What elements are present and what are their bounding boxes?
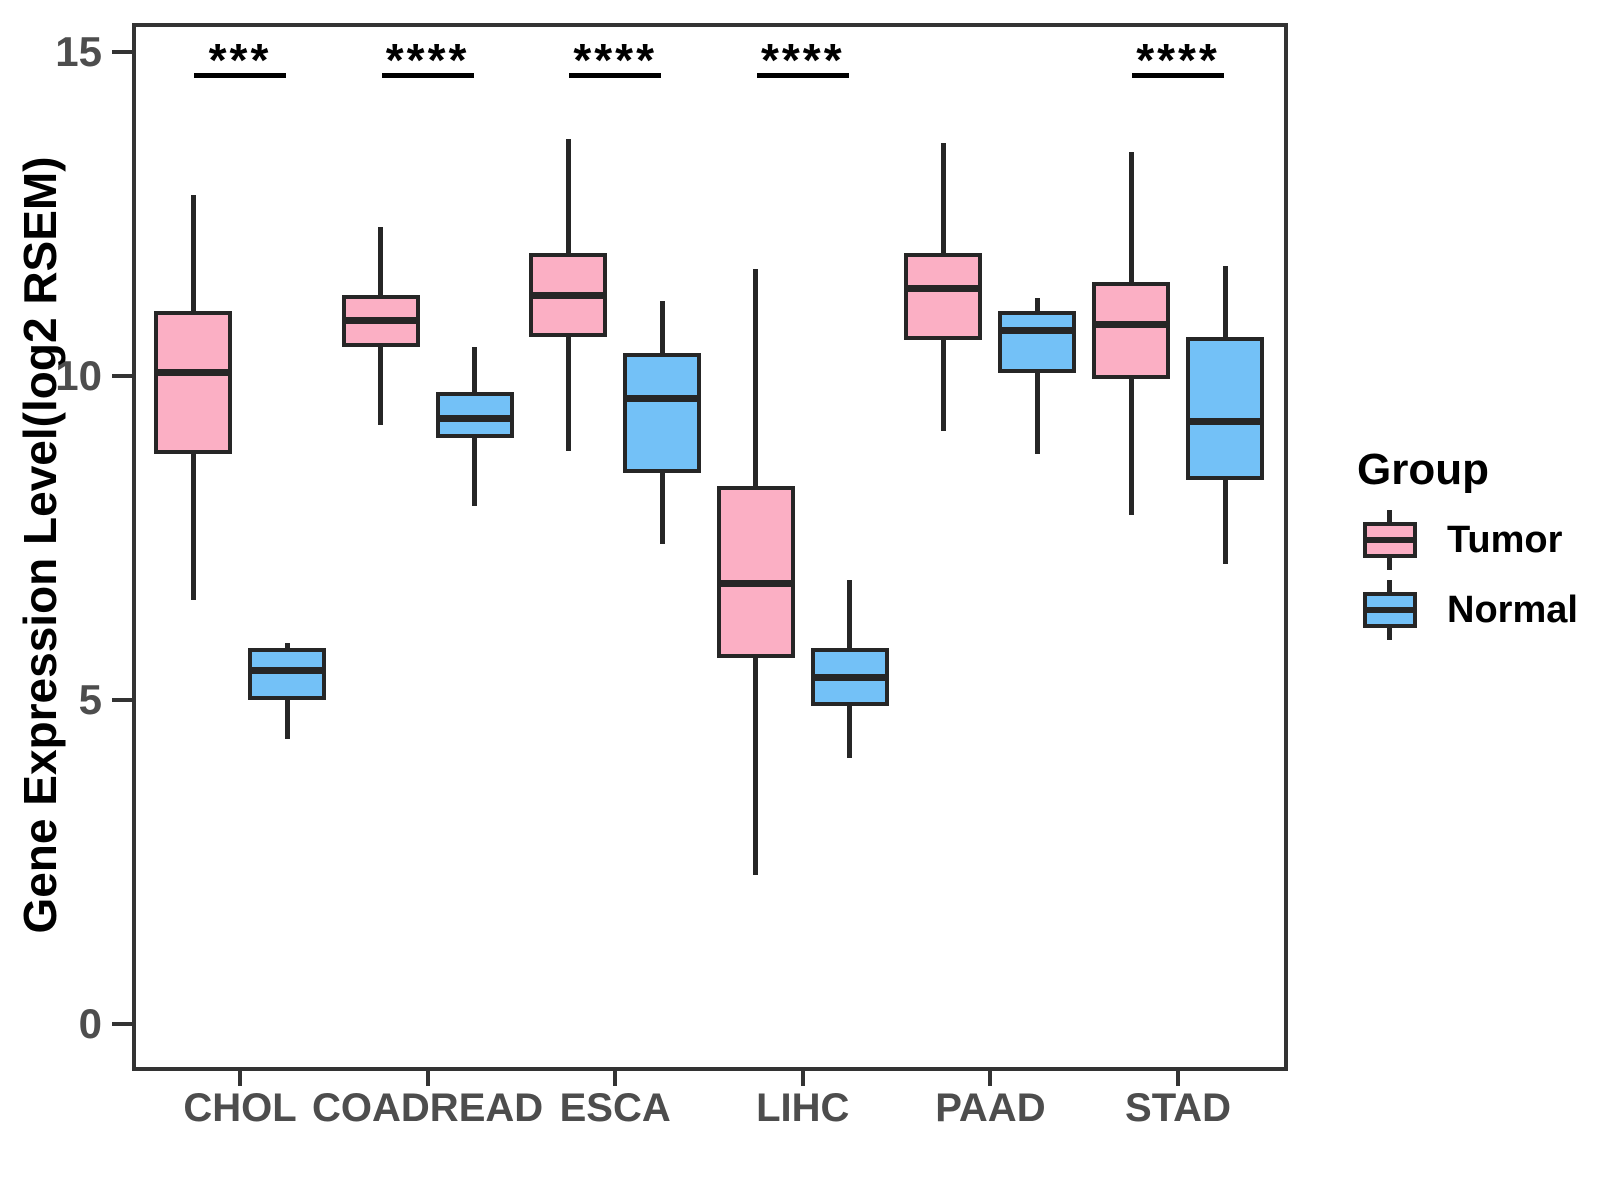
x-axis-tick-LIHC xyxy=(800,1071,805,1086)
significance-stars-STAD: **** xyxy=(1136,34,1220,86)
x-axis-label-LIHC: LIHC xyxy=(756,1086,850,1130)
median-normal-coadread xyxy=(435,414,514,422)
box-tumor-chol xyxy=(154,311,232,454)
significance-line-ESCA xyxy=(569,73,662,78)
y-axis-tick-15 xyxy=(112,50,132,54)
median-tumor-coadread xyxy=(341,317,420,325)
legend-label-normal: Normal xyxy=(1447,589,1578,631)
x-axis-label-PAAD: PAAD xyxy=(935,1086,1046,1130)
y-axis-tick-label-10: 10 xyxy=(55,352,102,399)
y-axis-tick-0 xyxy=(112,1022,132,1026)
median-tumor-stad xyxy=(1092,320,1170,328)
whisker-normal-paad xyxy=(1034,298,1040,454)
significance-line-COADREAD xyxy=(381,73,474,78)
median-tumor-lihc xyxy=(716,579,795,587)
x-axis-label-COADREAD: COADREAD xyxy=(312,1086,544,1130)
significance-line-LIHC xyxy=(756,73,849,78)
median-normal-esca xyxy=(623,395,702,403)
significance-line-STAD xyxy=(1132,73,1224,78)
median-tumor-esca xyxy=(529,291,608,299)
x-axis-tick-PAAD xyxy=(988,1071,993,1086)
median-tumor-chol xyxy=(154,369,232,377)
y-axis-tick-label-0: 0 xyxy=(78,1000,102,1047)
box-normal-stad xyxy=(1186,337,1264,480)
significance-stars-ESCA: **** xyxy=(573,34,657,86)
legend-key-median xyxy=(1363,607,1417,613)
x-axis-tick-COADREAD xyxy=(425,1071,430,1086)
significance-stars-LIHC: **** xyxy=(760,34,845,86)
legend-title: Group xyxy=(1357,445,1489,494)
median-normal-chol xyxy=(248,667,326,675)
y-axis-tick-5 xyxy=(112,698,132,702)
x-axis-tick-CHOL xyxy=(238,1071,242,1086)
box-tumor-lihc xyxy=(716,486,795,658)
plot-area xyxy=(132,23,1288,1071)
x-axis-label-STAD: STAD xyxy=(1125,1086,1231,1130)
legend-label-tumor: Tumor xyxy=(1447,519,1563,561)
legend-key-median xyxy=(1363,537,1417,543)
significance-line-CHOL xyxy=(194,73,286,78)
box-normal-paad xyxy=(998,311,1077,373)
y-axis-tick-label-15: 15 xyxy=(55,28,102,75)
y-axis-tick-10 xyxy=(112,374,132,378)
significance-stars-COADREAD: **** xyxy=(385,34,470,86)
x-axis-tick-ESCA xyxy=(613,1071,618,1086)
y-axis-tick-label-5: 5 xyxy=(78,676,102,723)
median-tumor-paad xyxy=(904,285,983,293)
box-tumor-paad xyxy=(904,252,983,341)
x-axis-label-ESCA: ESCA xyxy=(559,1086,671,1130)
median-normal-lihc xyxy=(810,673,889,681)
x-axis-label-CHOL: CHOL xyxy=(183,1086,297,1130)
box-tumor-stad xyxy=(1092,282,1170,380)
median-normal-stad xyxy=(1186,417,1264,425)
significance-stars-CHOL: *** xyxy=(208,34,272,86)
box-normal-esca xyxy=(623,353,702,474)
x-axis-tick-STAD xyxy=(1176,1071,1180,1086)
median-normal-paad xyxy=(998,327,1077,335)
